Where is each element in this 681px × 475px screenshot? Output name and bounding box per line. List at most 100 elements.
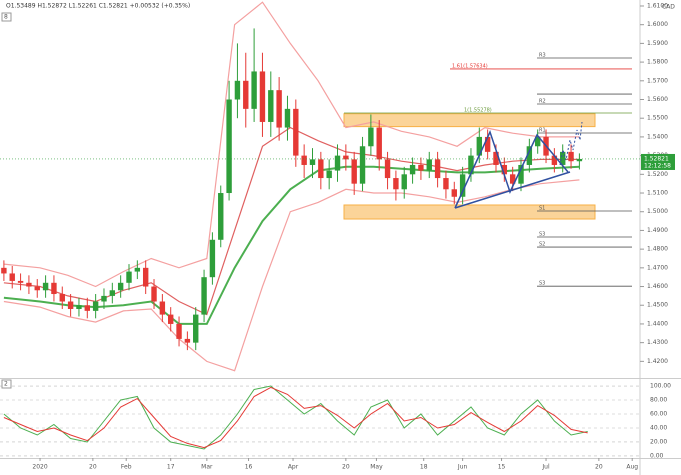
candle-body [201,277,207,315]
y-tick-label: 1.5200 [647,171,668,178]
candle-body [443,178,449,190]
pattern-drawing [454,129,569,209]
x-tick-label: 20 [595,464,603,471]
y-tick-label: 1.4400 [647,320,668,327]
candle-body [468,155,474,175]
candle-body [134,267,141,272]
candle-body [17,280,24,283]
candle-body [351,159,357,184]
y-tick-label: 1.4700 [647,264,668,271]
y-tick-label: 1.6100 [647,2,668,9]
currency: CAD [662,4,675,11]
x-tick-label: Apr [288,464,299,471]
candle-body [159,301,166,315]
candle-body [176,323,182,339]
level-label: R1 [539,127,546,133]
osc-tick-label: 0.00 [650,452,664,459]
level-label: S2 [539,242,545,248]
pane-badge-box [1,12,12,22]
candle-body [568,151,574,162]
candle-body [326,170,332,179]
y-tick-label: 1.4500 [647,302,668,309]
y-tick-label: 1.5500 [647,115,668,122]
candle-body [509,174,516,184]
drawings [454,121,583,209]
osc-tick-label: 60.00 [650,410,667,417]
zone [343,113,596,128]
candle-body [451,189,457,197]
y-tick-label: 1.5800 [647,59,668,66]
x-tick-label: 20 [89,464,97,471]
candle-body [193,314,199,343]
indicator-line [3,1,580,288]
x-tick-label: Jul [541,464,550,471]
candle-body [218,193,224,240]
level-label: 1(1.55278) [464,108,492,114]
candle-body [251,71,257,109]
candle-body [151,286,157,302]
candle-body [384,159,391,179]
level-label: S3 [539,281,545,287]
candle-body [318,159,324,179]
trend-line [454,171,571,209]
y-tick-label: 1.5000 [647,208,668,215]
candle-body [34,286,40,291]
candle-body [534,136,541,147]
candle-body [343,155,349,160]
candle-body [243,80,249,109]
candle-body [67,301,74,309]
price-pane: R3 1.61(1.57634) R2 1(1.55278) R1 S1 S3 S2 S3 [0,1,640,372]
y-tick-label: 1.5100 [647,190,668,197]
y-tick-label: 1.4900 [647,227,668,234]
ohlc-header: O1.53489 H1.52872 L1.52261 C1.52821 +0.0… [6,3,190,10]
osc-line [3,385,588,450]
candle-body [434,159,441,179]
candle-body [359,146,366,184]
candle-body [484,136,491,152]
candle-body [226,99,232,194]
zone [343,204,596,220]
candle-body [101,295,107,302]
price-tag-time: 12:12:58 [644,162,671,169]
y-tick-label: 1.5900 [647,40,668,47]
price-tag [641,153,675,170]
y-tick-label: 1.4300 [647,339,668,346]
x-tick-label: 20 [342,464,350,471]
y-tick-label: 1.5600 [647,96,668,103]
projection-drawing [559,121,583,166]
level-label: R3 [539,52,546,58]
candle-body [59,294,65,302]
candle-body [459,174,466,197]
candle-body [142,267,149,287]
candle-body [268,90,274,122]
y-tick-label: 1.6000 [647,21,668,28]
x-tick-label: Aug [626,464,638,471]
candle-body [309,159,316,165]
osc-tick-label: 20.00 [650,438,667,445]
candle-body [209,239,216,278]
x-tick-label: May [370,464,383,471]
x-tick-label: 18 [420,464,428,471]
candle-body [526,146,533,165]
price-tag-value: 1.52821 [644,155,669,162]
axes: 1.6100 1.6000 1.5900 1.5800 1.5700 1.5600 1.55… [32,2,675,471]
level-label: S1 [539,205,545,211]
osc-tick-label: 100.00 [650,383,671,390]
osc-tick-label: 80.00 [650,397,667,404]
oscillator-pane [0,385,640,457]
osc-line [3,386,588,449]
candle-body [117,282,124,291]
pane-badge: 8 [4,14,8,21]
candle-body [560,151,566,165]
candle-body [576,158,583,162]
y-tick-label: 1.4800 [647,246,668,253]
candle-body [418,164,424,171]
candle-body [393,178,399,190]
candle-body [1,267,7,274]
candle-body [51,282,57,295]
candle-body [109,290,116,296]
candle-body [551,155,558,165]
x-tick-label: 2020 [32,464,47,471]
